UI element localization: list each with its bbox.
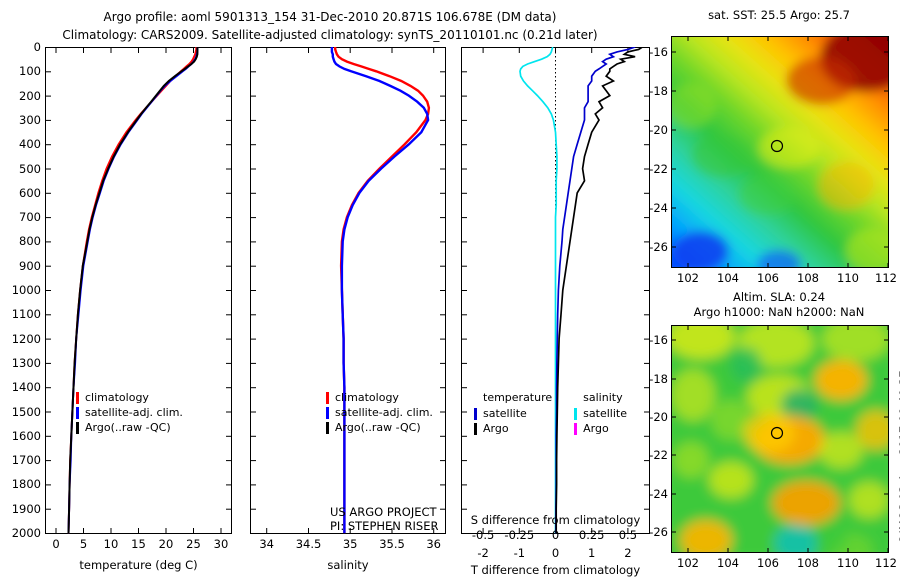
temperature-curves [67, 47, 199, 534]
project-line2: PI: STEPHEN RISER [330, 519, 439, 533]
sla-map-title-line2: Argo h1000: NaN h2000: NaN [693, 305, 865, 319]
legend-item: climatology [76, 390, 183, 405]
legend-label: satellite-adj. clim. [335, 406, 433, 419]
legend-label: climatology [85, 391, 149, 404]
sst-map-title: sat. SST: 25.5 Argo: 25.7 [708, 8, 850, 22]
legend-item: climatology [326, 390, 433, 405]
legend-label: Argo(..raw -QC) [85, 421, 171, 434]
project-credit: US ARGO PROJECT PI: STEPHEN RISER [330, 505, 439, 533]
legend-item: satellite [474, 406, 552, 421]
curve-climatology [67, 47, 198, 534]
legend-header-salinity: salinity [583, 391, 623, 404]
legend-label: satellite-adj. clim. [85, 406, 183, 419]
temperature-plot [45, 47, 232, 534]
legend-swatch-temp-argo [474, 422, 477, 435]
legend-swatch-sal-satellite [574, 407, 578, 420]
curve-satellite-adj [330, 47, 430, 534]
page-title-line2: Climatology: CARS2009. Satellite-adjuste… [62, 28, 598, 42]
difference-curves [519, 47, 643, 534]
difference-t-label: T difference from climatology [470, 563, 641, 577]
legend-label: Argo(..raw -QC) [335, 421, 421, 434]
legend-label: climatology [335, 391, 399, 404]
salinity-axis-label: salinity [327, 558, 369, 572]
curve-temperature-argo-diff [555, 47, 643, 534]
temperature-axis-label: temperature (deg C) [79, 558, 198, 572]
salinity-plot [250, 47, 446, 534]
sst-map-image [671, 36, 889, 268]
legend-item: Argo(..raw -QC) [326, 420, 433, 435]
project-line1: US ARGO PROJECT [330, 505, 437, 519]
legend-item: Argo [474, 421, 552, 436]
salinity-legend: climatology satellite-adj. clim. Argo(..… [326, 390, 433, 435]
sla-map-image [671, 325, 889, 553]
page-title-line1: Argo profile: aoml 5901313_154 31-Dec-20… [103, 10, 557, 24]
legend-swatch-argo [326, 421, 329, 434]
float-position-marker [770, 139, 784, 153]
sst-map [671, 36, 889, 268]
legend-label: satellite [483, 407, 527, 420]
curve-argo [67, 47, 199, 534]
salinity-panel [250, 47, 446, 534]
legend-swatch-climatology [76, 391, 79, 404]
legend-item: satellite [574, 406, 627, 421]
legend-group-temperature: temperature satellite Argo [474, 391, 552, 436]
legend-swatch-satellite [76, 406, 79, 419]
sla-map [671, 325, 889, 553]
legend-group-salinity: salinity satellite Argo [574, 391, 627, 436]
salinity-curves [330, 47, 431, 534]
legend-label: satellite [583, 407, 627, 420]
legend-label: Argo [583, 422, 609, 435]
curve-climatology [333, 47, 431, 534]
difference-plot [461, 47, 650, 534]
float-position-marker [770, 426, 784, 440]
legend-swatch-temp-satellite [474, 407, 477, 420]
legend-swatch-sal-argo [574, 422, 578, 435]
curve-satellite-adj [67, 47, 199, 534]
difference-panel [461, 47, 650, 534]
temperature-panel [45, 47, 232, 534]
sla-map-title-line1: Altim. SLA: 0.24 [732, 290, 826, 304]
legend-label: Argo [483, 422, 509, 435]
legend-swatch-argo [76, 421, 79, 434]
legend-item: Argo [574, 421, 627, 436]
legend-swatch-satellite [326, 406, 329, 419]
curve-salinity-satellite-diff [519, 47, 558, 534]
curve-temperature-satellite-diff [555, 47, 636, 534]
temperature-legend: climatology satellite-adj. clim. Argo(..… [76, 390, 183, 435]
legend-swatch-climatology [326, 391, 329, 404]
legend-item: satellite-adj. clim. [326, 405, 433, 420]
difference-legend: temperature satellite Argo salinity sate… [474, 391, 627, 436]
legend-item: Argo(..raw -QC) [76, 420, 183, 435]
legend-header-temperature: temperature [483, 391, 553, 404]
difference-s-label: S difference from climatology [470, 513, 641, 527]
legend-item: satellite-adj. clim. [76, 405, 183, 420]
